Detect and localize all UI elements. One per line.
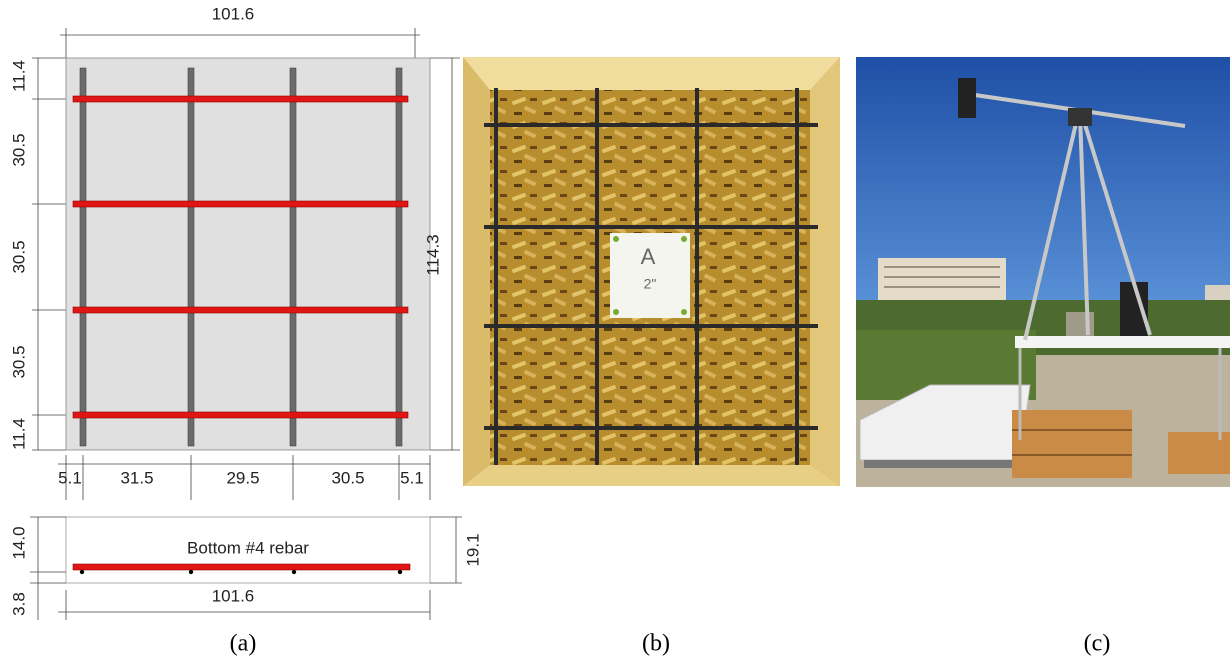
dimension-label: 19.1: [463, 533, 482, 566]
dimension-label: 5.1: [400, 468, 424, 487]
dimension-label: 101.6: [212, 4, 255, 23]
caption-c: (c): [1084, 631, 1111, 657]
dimension-label: 30.5: [9, 345, 28, 378]
dimension-label: 11.4: [9, 418, 28, 450]
dimension-label: 114.3: [423, 234, 442, 275]
formwork-photo: A 2": [463, 57, 840, 486]
dimension-label: 101.6: [212, 586, 255, 605]
section-label: Bottom #4 rebar: [187, 538, 309, 557]
dimension-label: 3.8: [9, 592, 28, 616]
dimension-label: 29.5: [226, 468, 259, 487]
dimension-label: 11.4: [9, 60, 28, 92]
dimension-label: 14.0: [9, 526, 28, 559]
dimension-label: 5.1: [58, 468, 82, 487]
dimension-label: 30.5: [331, 468, 364, 487]
sign-depth: 2": [644, 276, 657, 292]
caption-b: (b): [642, 631, 670, 657]
plan-drawing: [32, 28, 460, 500]
sign-letter: A: [641, 244, 656, 269]
field-photo: [856, 57, 1230, 487]
dimension-label: 30.5: [9, 133, 28, 166]
dimension-label: 31.5: [120, 468, 153, 487]
figure: A 2" (a) (b) (c) 101.6 11.4 30.5 30.5 30.5 11…: [0, 0, 1230, 664]
caption-a: (a): [230, 631, 257, 657]
dimension-label: 30.5: [9, 240, 28, 273]
